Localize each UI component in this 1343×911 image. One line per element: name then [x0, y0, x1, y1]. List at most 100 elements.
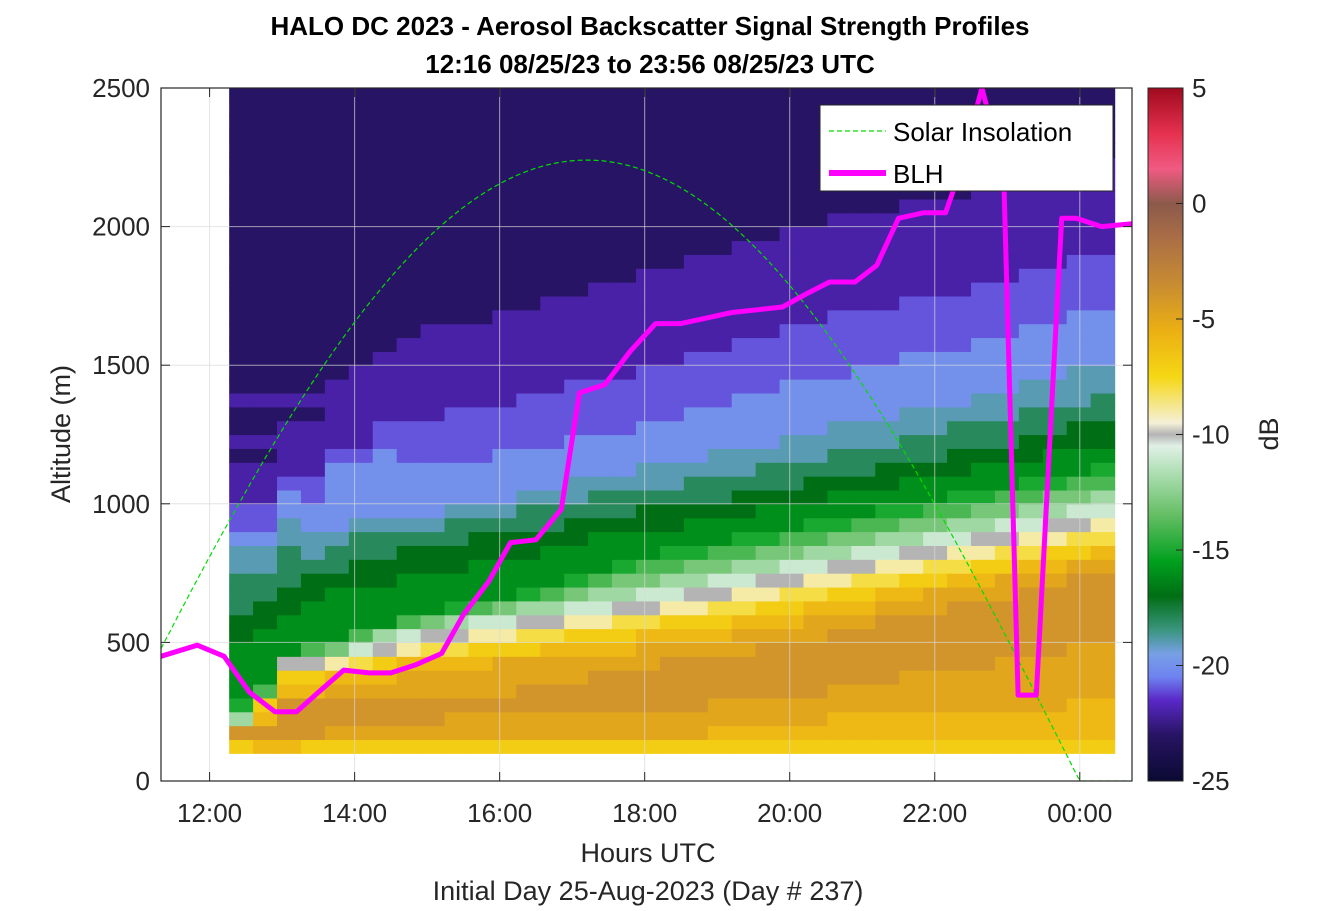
heatmap-cell — [923, 559, 948, 574]
heatmap-cell — [444, 642, 470, 657]
heatmap-cell — [540, 725, 565, 741]
heatmap-cell — [1090, 573, 1116, 588]
heatmap-cell — [659, 656, 685, 671]
heatmap-cell — [348, 185, 374, 200]
heatmap-cell — [540, 157, 565, 172]
heatmap-cell — [683, 212, 709, 228]
heatmap-cell — [971, 240, 996, 255]
heatmap-cell — [635, 476, 661, 491]
heatmap-cell — [1066, 88, 1092, 103]
heatmap-cell — [444, 337, 470, 352]
heatmap-cell — [468, 379, 493, 394]
heatmap-cell — [1042, 545, 1068, 560]
heatmap-cell — [540, 101, 565, 117]
heatmap-cell — [683, 434, 709, 449]
heatmap-cell — [875, 600, 900, 616]
heatmap-cell — [300, 670, 326, 685]
heatmap-cell — [348, 268, 374, 283]
heatmap-cell — [253, 88, 278, 103]
x-tick-label: 12:00 — [177, 798, 242, 828]
heatmap-cell — [899, 683, 924, 699]
heatmap-cell — [659, 476, 685, 491]
heatmap-cell — [803, 420, 829, 436]
heatmap-cell — [1090, 434, 1116, 449]
heatmap-cell — [516, 254, 541, 269]
heatmap-cell — [971, 559, 996, 574]
heatmap-cell — [971, 697, 996, 713]
heatmap-cell — [827, 517, 852, 533]
heatmap-cell — [396, 157, 422, 172]
heatmap-cell — [803, 725, 829, 741]
heatmap-cell — [803, 351, 829, 366]
heatmap-cell — [468, 600, 493, 616]
heatmap-cell — [564, 337, 589, 352]
heatmap-cell — [468, 115, 493, 131]
heatmap-cell — [300, 295, 326, 311]
heatmap-cell — [803, 198, 829, 214]
heatmap-cell — [707, 697, 733, 713]
heatmap-cell — [516, 517, 541, 533]
heatmap-cell — [372, 683, 398, 699]
heatmap-cell — [659, 171, 685, 186]
plot-frame — [160, 87, 1133, 782]
heatmap-cell — [564, 365, 589, 380]
heatmap-cell — [324, 226, 350, 242]
heatmap-cell — [396, 392, 422, 408]
heatmap-cell — [444, 88, 470, 103]
heatmap-cell — [564, 309, 589, 325]
heatmap-cell — [348, 489, 374, 505]
heatmap-cell — [923, 282, 948, 297]
heatmap-cell — [923, 517, 948, 533]
heatmap-cell — [516, 545, 541, 560]
heatmap-cell — [612, 295, 637, 311]
heatmap-cell — [659, 586, 685, 602]
heatmap-cell — [229, 586, 254, 602]
heatmap-cell — [947, 683, 972, 699]
heatmap-cell — [635, 503, 661, 519]
heatmap-cell — [899, 600, 924, 616]
heatmap-cell — [994, 88, 1020, 89]
heatmap-cell — [588, 115, 613, 131]
heatmap-cell — [827, 489, 852, 505]
heatmap-cell — [803, 683, 829, 699]
heatmap-cell — [612, 323, 637, 339]
heatmap-cell — [229, 600, 254, 616]
heatmap-cell — [779, 406, 805, 422]
heatmap-cell — [540, 448, 565, 463]
heatmap-cell — [635, 448, 661, 463]
heatmap-cell — [444, 323, 470, 339]
heatmap-cell — [707, 517, 733, 533]
heatmap-cell — [875, 614, 900, 630]
heatmap-cell — [300, 434, 326, 449]
heatmap-cell — [827, 683, 852, 699]
heatmap-cell — [779, 129, 805, 145]
heatmap-cell — [516, 420, 541, 436]
heatmap-cell — [612, 226, 637, 242]
heatmap-cell — [253, 448, 278, 463]
heatmap-cell — [875, 503, 900, 519]
heatmap-cell — [420, 600, 446, 616]
heatmap-cell — [1042, 670, 1068, 685]
heatmap-cell — [803, 559, 829, 574]
heatmap-cell — [899, 697, 924, 713]
heatmap-cell — [372, 614, 398, 630]
heatmap-cell — [899, 198, 924, 214]
heatmap-cell — [229, 503, 254, 519]
heatmap-cell — [420, 711, 446, 727]
heatmap-cell — [229, 309, 254, 325]
heatmap-cell — [348, 656, 374, 671]
heatmap-cell — [1042, 406, 1068, 422]
heatmap-cell — [324, 545, 350, 560]
heatmap-cell — [731, 88, 757, 103]
heatmap-cell — [803, 434, 829, 449]
heatmap-cell — [851, 351, 876, 366]
heatmap-cell — [635, 573, 661, 588]
heatmap-cell — [731, 489, 757, 505]
heatmap-cell — [229, 143, 254, 158]
heatmap-cell — [372, 198, 398, 214]
heatmap-cell — [324, 725, 350, 741]
heatmap-cell — [564, 115, 589, 131]
heatmap-cell — [683, 503, 709, 519]
heatmap-cell — [1018, 365, 1044, 380]
heatmap-cell — [635, 282, 661, 297]
